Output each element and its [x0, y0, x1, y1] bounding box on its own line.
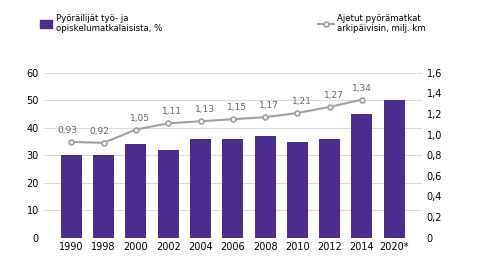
- Text: 1,34: 1,34: [351, 84, 371, 93]
- Text: 36: 36: [323, 143, 335, 152]
- Text: 1,15: 1,15: [227, 103, 246, 112]
- Bar: [60, 155, 82, 238]
- Bar: [222, 139, 243, 238]
- Legend: Ajetut pyörämatkat
arkipäivisin, milj. km: Ajetut pyörämatkat arkipäivisin, milj. k…: [314, 10, 429, 37]
- Text: 30: 30: [97, 159, 109, 168]
- Bar: [157, 150, 178, 238]
- Text: 32: 32: [162, 154, 174, 163]
- Text: 0,93: 0,93: [57, 126, 77, 135]
- Text: 36: 36: [194, 143, 206, 152]
- Bar: [318, 139, 339, 238]
- Text: 36: 36: [226, 143, 239, 152]
- Bar: [93, 155, 114, 238]
- Text: 45: 45: [355, 118, 367, 127]
- Text: 1,13: 1,13: [194, 105, 214, 114]
- Text: 1,27: 1,27: [323, 91, 343, 100]
- Bar: [383, 100, 404, 238]
- Bar: [351, 114, 372, 238]
- Text: 34: 34: [129, 148, 142, 157]
- Text: 0,92: 0,92: [90, 127, 109, 136]
- Text: 50: 50: [387, 104, 400, 113]
- Text: 30: 30: [65, 159, 77, 168]
- Text: 35: 35: [290, 146, 303, 155]
- Text: 37: 37: [258, 140, 271, 149]
- Text: 1,21: 1,21: [291, 97, 311, 106]
- Text: 1,17: 1,17: [259, 101, 279, 110]
- Bar: [254, 136, 275, 238]
- Text: 1,05: 1,05: [130, 114, 150, 123]
- Text: 1,11: 1,11: [162, 107, 182, 116]
- Bar: [190, 139, 211, 238]
- Bar: [125, 144, 146, 238]
- Bar: [287, 141, 307, 238]
- Legend: Pyöräilijät työ- ja
opiskelumatkalaisista, %: Pyöräilijät työ- ja opiskelumatkalaisist…: [36, 10, 166, 37]
